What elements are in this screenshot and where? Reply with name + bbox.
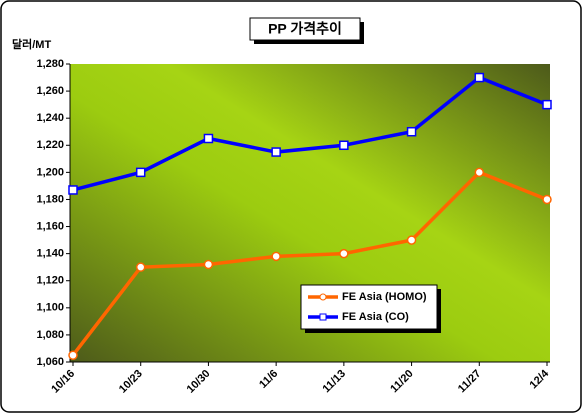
legend-label: FE Asia (CO) xyxy=(342,311,409,323)
chart-title: PP 가격추이 xyxy=(268,21,342,37)
marker xyxy=(271,251,281,262)
marker xyxy=(339,248,349,259)
y-tick-label: 1,140 xyxy=(36,248,64,260)
marker xyxy=(542,194,552,205)
marker xyxy=(203,259,214,270)
y-axis-label: 달러/MT xyxy=(12,37,51,51)
series-line xyxy=(71,170,548,357)
marker xyxy=(406,126,417,137)
series-line xyxy=(72,75,548,192)
y-tick-label: 1,200 xyxy=(36,166,64,178)
legend-marker xyxy=(319,313,327,321)
y-tick-label: 1,160 xyxy=(36,220,64,232)
y-tick-label: 1,100 xyxy=(36,302,64,314)
marker xyxy=(135,262,146,272)
y-tick-label: 1,060 xyxy=(36,356,64,368)
legend-marker xyxy=(319,293,327,301)
y-tick-label: 1,260 xyxy=(36,85,64,97)
marker xyxy=(135,167,146,178)
marker xyxy=(68,185,78,195)
title-box xyxy=(249,17,361,41)
marker xyxy=(474,167,485,178)
y-tick-label: 1,120 xyxy=(36,275,64,287)
y-tick-label: 1,180 xyxy=(36,193,64,205)
y-tick-label: 1,280 xyxy=(36,58,64,70)
y-tick-label: 1,240 xyxy=(36,112,64,124)
marker xyxy=(542,99,552,110)
legend xyxy=(300,284,438,330)
y-tick-label: 1,080 xyxy=(36,329,64,341)
marker xyxy=(406,235,417,245)
marker xyxy=(474,72,485,83)
marker xyxy=(271,147,281,157)
y-tick-label: 1,220 xyxy=(36,139,64,151)
marker xyxy=(68,350,78,360)
legend-label: FE Asia (HOMO) xyxy=(342,291,427,303)
marker xyxy=(203,133,214,144)
marker xyxy=(339,140,349,151)
